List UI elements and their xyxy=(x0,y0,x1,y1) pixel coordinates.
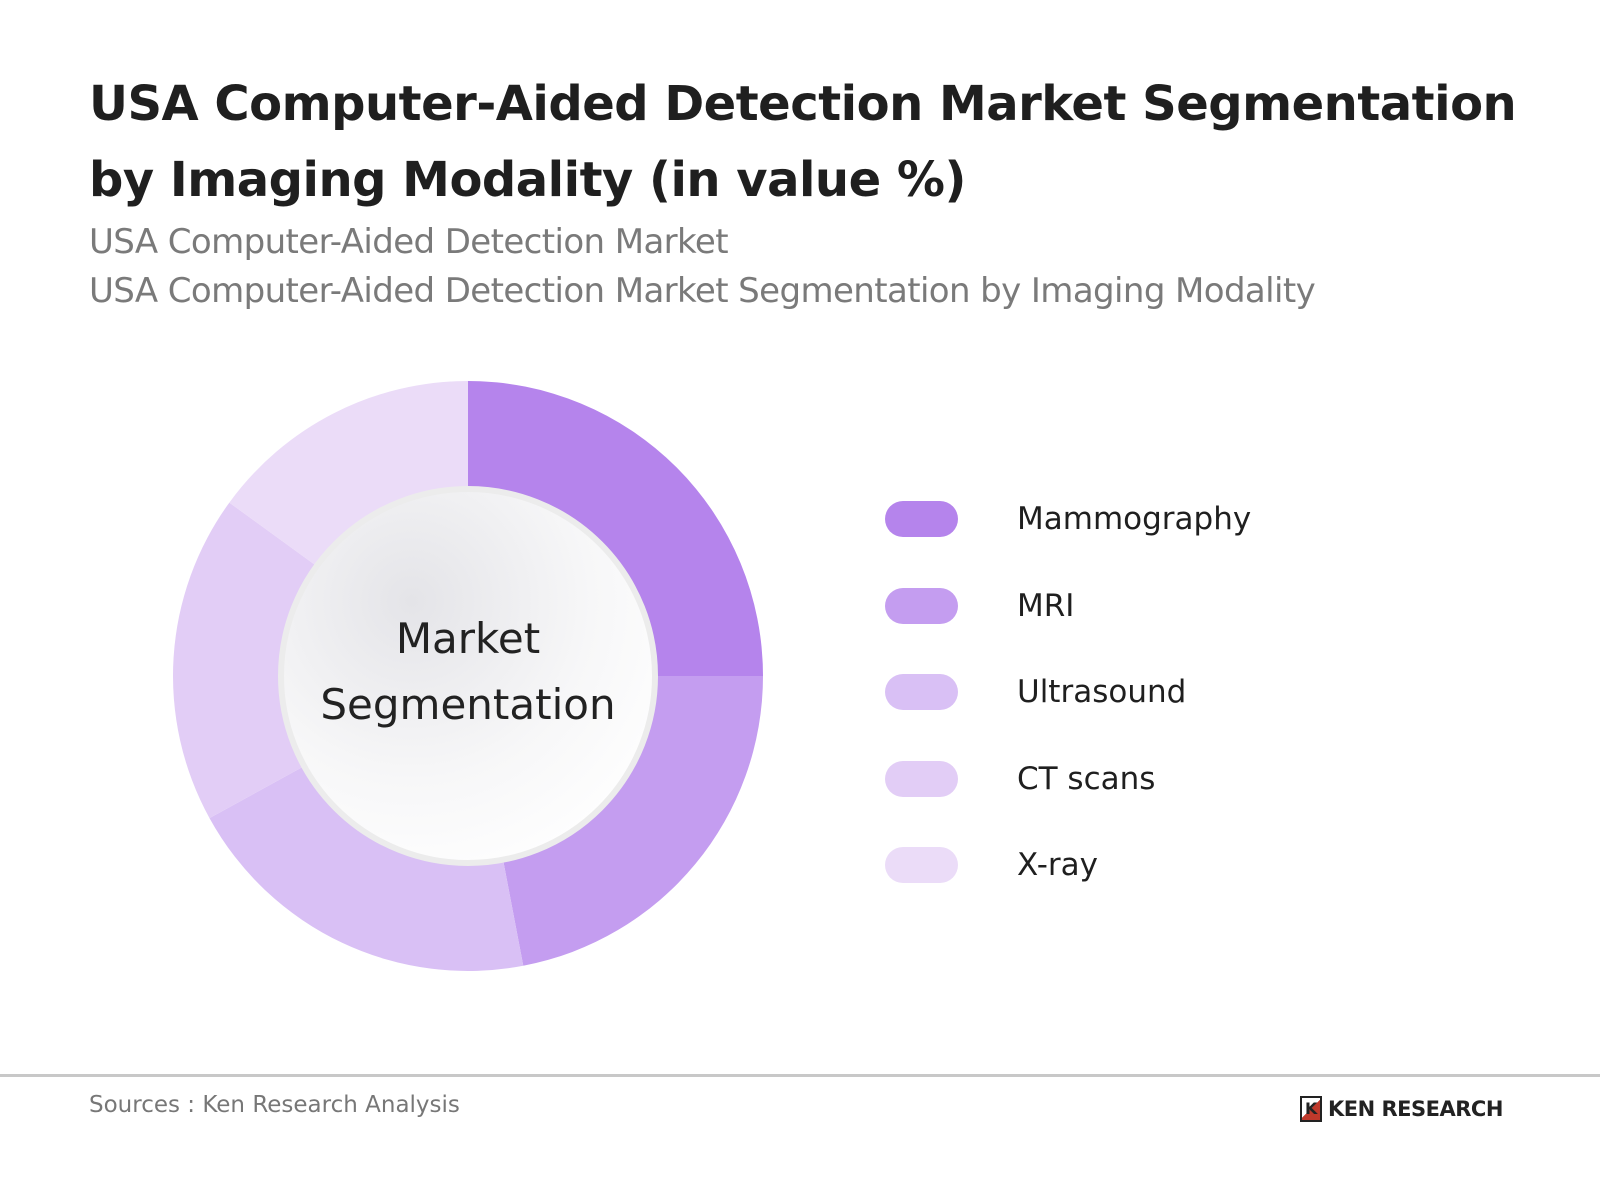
slice-mri xyxy=(496,676,763,966)
legend-item: Ultrasound xyxy=(885,649,1251,736)
legend-label: X-ray xyxy=(1017,847,1098,884)
chart-title: USA Computer-Aided Detection Market Segm… xyxy=(89,76,1517,208)
legend-item: Mammography xyxy=(885,476,1251,563)
legend: Mammography MRI Ultrasound CT scans X-ray xyxy=(885,476,1251,909)
legend-swatch xyxy=(885,847,958,884)
donut-center xyxy=(278,486,658,866)
slice-ultrasound xyxy=(209,748,524,971)
center-label: Market Segmentation xyxy=(318,606,618,738)
chart-subtitle: USA Computer-Aided Detection Market xyxy=(89,222,729,262)
legend-label: Ultrasound xyxy=(1017,674,1187,711)
center-label-line-2: Segmentation xyxy=(320,680,616,729)
legend-label: MRI xyxy=(1017,587,1075,624)
logo-mark-icon: K xyxy=(1300,1096,1322,1122)
source-note: Sources : Ken Research Analysis xyxy=(89,1092,460,1118)
ken-research-logo: K KEN RESEARCH xyxy=(1300,1096,1503,1122)
footer-divider xyxy=(0,1074,1600,1077)
logo-text: KEN RESEARCH xyxy=(1328,1097,1503,1121)
legend-swatch xyxy=(885,501,958,538)
legend-item: MRI xyxy=(885,563,1251,650)
legend-item: CT scans xyxy=(885,736,1251,823)
legend-swatch xyxy=(885,674,958,711)
legend-swatch xyxy=(885,587,958,624)
legend-swatch xyxy=(885,760,958,797)
legend-label: Mammography xyxy=(1017,501,1252,538)
center-label-line-1: Market xyxy=(395,614,541,663)
legend-label: CT scans xyxy=(1017,760,1156,797)
chart-subtitle-2: USA Computer-Aided Detection Market Segm… xyxy=(89,271,1316,311)
legend-item: X-ray xyxy=(885,822,1251,909)
slice-mammography xyxy=(468,381,763,676)
